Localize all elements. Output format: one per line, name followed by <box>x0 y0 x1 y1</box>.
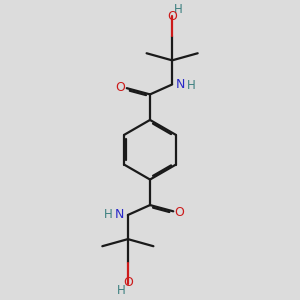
Text: H: H <box>104 208 113 221</box>
Text: H: H <box>117 284 126 297</box>
Text: O: O <box>116 80 125 94</box>
Text: H: H <box>187 79 196 92</box>
Text: N: N <box>115 208 124 221</box>
Text: O: O <box>123 276 133 289</box>
Text: H: H <box>174 3 183 16</box>
Text: O: O <box>175 206 184 219</box>
Text: O: O <box>167 10 177 23</box>
Text: N: N <box>176 78 185 91</box>
